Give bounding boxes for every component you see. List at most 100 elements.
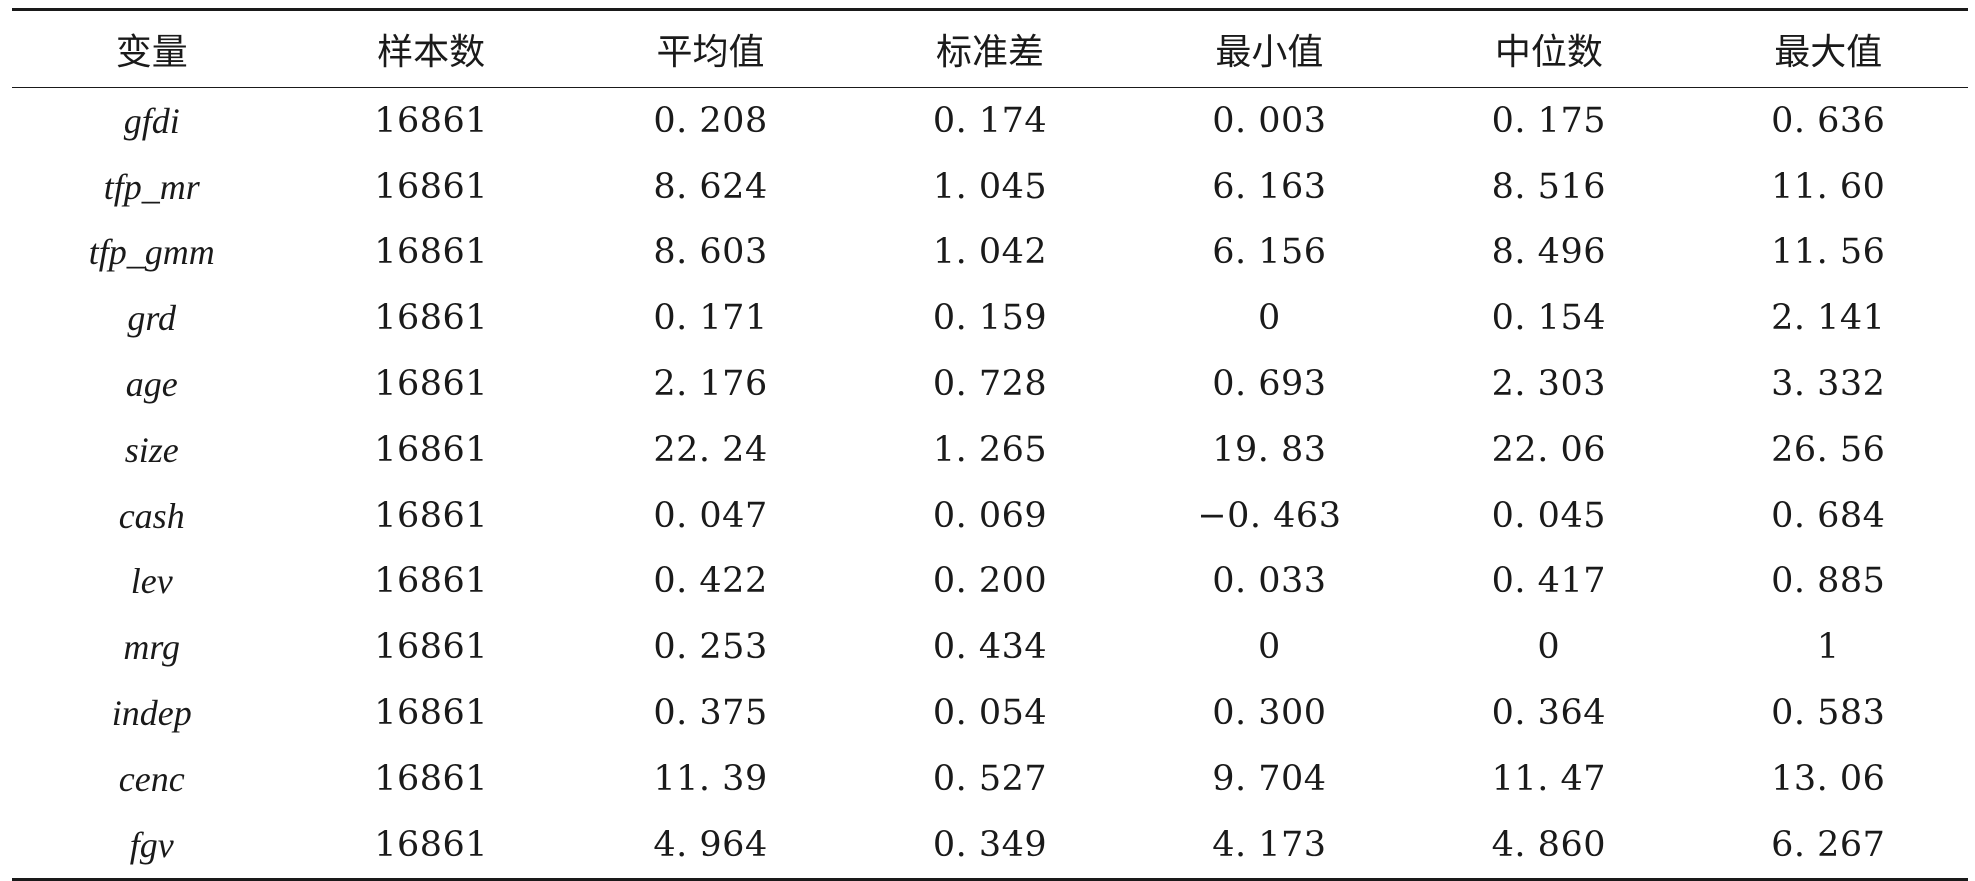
- header-max: 最大值: [1774, 32, 1883, 73]
- cell-variable: cenc: [118, 758, 185, 799]
- header-variable: 变量: [115, 32, 188, 73]
- cell-std-dev: 0. 069: [932, 495, 1048, 536]
- cell-median: 11. 47: [1491, 758, 1606, 799]
- cell-min: 6. 156: [1212, 232, 1327, 273]
- table-row: age 16861 2. 176 0. 728 0. 693 2. 303 3. 332: [12, 351, 1968, 417]
- table-row: tfp_gmm 16861 8. 603 1. 042 6. 156 8. 496 11. …: [12, 220, 1968, 286]
- cell-std-dev: 1. 265: [932, 429, 1048, 470]
- header-row: 变量 样本数 平均值 标准差 最小值 中位数 最大值: [12, 9, 1968, 88]
- cell-mean: 0. 208: [653, 100, 768, 141]
- table-row: cenc 16861 11. 39 0. 527 9. 704 11. 47 13. 06: [12, 746, 1968, 812]
- table-row: mrg 16861 0. 253 0. 434 0 0 1: [12, 614, 1968, 680]
- cell-max: 26. 56: [1771, 429, 1886, 470]
- cell-mean: 8. 624: [653, 166, 768, 207]
- cell-max: 3. 332: [1771, 364, 1886, 405]
- cell-std-dev: 1. 045: [932, 166, 1048, 207]
- cell-std-dev: 0. 174: [932, 100, 1048, 141]
- cell-sample-size: 16861: [374, 232, 489, 273]
- cell-mean: 0. 253: [653, 627, 768, 668]
- cell-min: 0. 693: [1212, 364, 1327, 405]
- cell-max: 6. 267: [1771, 824, 1886, 865]
- cell-median: 0. 417: [1491, 561, 1606, 602]
- cell-std-dev: 0. 349: [932, 824, 1048, 865]
- cell-min: −0. 463: [1197, 495, 1342, 536]
- header-mean: 平均值: [656, 32, 765, 73]
- cell-sample-size: 16861: [374, 166, 489, 207]
- cell-sample-size: 16861: [374, 429, 489, 470]
- cell-median: 8. 516: [1491, 166, 1606, 207]
- cell-max: 1: [1816, 627, 1840, 668]
- cell-std-dev: 0. 728: [932, 364, 1048, 405]
- cell-mean: 4. 964: [653, 824, 768, 865]
- cell-max: 0. 583: [1771, 693, 1886, 734]
- cell-std-dev: 0. 200: [932, 561, 1048, 602]
- cell-median: 0. 175: [1491, 100, 1606, 141]
- cell-max: 0. 636: [1771, 100, 1886, 141]
- cell-sample-size: 16861: [374, 298, 489, 339]
- table-row: gfdi 16861 0. 208 0. 174 0. 003 0. 175 0. 636: [12, 88, 1968, 154]
- cell-sample-size: 16861: [374, 100, 489, 141]
- cell-mean: 8. 603: [653, 232, 768, 273]
- cell-sample-size: 16861: [374, 627, 489, 668]
- cell-mean: 22. 24: [653, 429, 768, 470]
- table-row: tfp_mr 16861 8. 624 1. 045 6. 163 8. 516 11. 6…: [12, 154, 1968, 220]
- table-row: size 16861 22. 24 1. 265 19. 83 22. 06 26. 56: [12, 417, 1968, 483]
- cell-max: 2. 141: [1771, 298, 1886, 339]
- cell-sample-size: 16861: [374, 758, 489, 799]
- cell-median: 0. 364: [1491, 693, 1606, 734]
- cell-max: 0. 684: [1771, 495, 1886, 536]
- cell-max: 11. 60: [1771, 166, 1886, 207]
- cell-mean: 2. 176: [653, 364, 768, 405]
- cell-min: 0: [1258, 627, 1281, 668]
- header-std-dev: 标准差: [935, 32, 1044, 73]
- cell-median: 4. 860: [1491, 824, 1606, 865]
- cell-std-dev: 0. 527: [932, 758, 1048, 799]
- table-header: 变量 样本数 平均值 标准差 最小值 中位数 最大值: [12, 9, 1968, 88]
- cell-sample-size: 16861: [374, 495, 489, 536]
- cell-min: 0: [1258, 298, 1281, 339]
- cell-median: 0: [1537, 627, 1561, 668]
- cell-min: 0. 033: [1212, 561, 1327, 602]
- cell-variable: grd: [127, 298, 177, 339]
- table-row: grd 16861 0. 171 0. 159 0 0. 154 2. 141: [12, 285, 1968, 351]
- cell-max: 13. 06: [1771, 758, 1886, 799]
- cell-variable: tfp_gmm: [88, 232, 215, 273]
- cell-variable: tfp_mr: [103, 166, 200, 207]
- cell-median: 2. 303: [1491, 364, 1606, 405]
- table-row: fgv 16861 4. 964 0. 349 4. 173 4. 860 6. 267: [12, 812, 1968, 880]
- cell-variable: indep: [111, 693, 192, 734]
- cell-sample-size: 16861: [374, 824, 489, 865]
- cell-sample-size: 16861: [374, 693, 489, 734]
- cell-variable: lev: [130, 561, 173, 602]
- cell-max: 11. 56: [1771, 232, 1886, 273]
- cell-sample-size: 16861: [374, 364, 489, 405]
- cell-sample-size: 16861: [374, 561, 489, 602]
- cell-mean: 0. 422: [653, 561, 768, 602]
- cell-variable: gfdi: [123, 100, 180, 141]
- table-row: indep 16861 0. 375 0. 054 0. 300 0. 364 0. 583: [12, 680, 1968, 746]
- cell-min: 9. 704: [1212, 758, 1327, 799]
- cell-variable: fgv: [129, 824, 174, 865]
- cell-std-dev: 0. 434: [932, 627, 1048, 668]
- header-min: 最小值: [1215, 32, 1324, 73]
- stats-table: 变量 样本数 平均值 标准差 最小值 中位数 最大值 gfdi 16861 0. 2…: [12, 8, 1968, 881]
- cell-std-dev: 0. 159: [932, 298, 1048, 339]
- cell-min: 0. 300: [1212, 693, 1327, 734]
- cell-median: 0. 154: [1491, 298, 1606, 339]
- header-sample-size: 样本数: [377, 32, 486, 73]
- table-row: lev 16861 0. 422 0. 200 0. 033 0. 417 0. 885: [12, 549, 1968, 615]
- cell-variable: size: [124, 429, 179, 470]
- cell-median: 0. 045: [1491, 495, 1606, 536]
- descriptive-statistics-table: 变量 样本数 平均值 标准差 最小值 中位数 最大值 gfdi 16861 0. 2…: [12, 8, 1968, 881]
- cell-min: 6. 163: [1212, 166, 1327, 207]
- cell-median: 22. 06: [1491, 429, 1606, 470]
- table-body: gfdi 16861 0. 208 0. 174 0. 003 0. 175 0. 636 t…: [12, 88, 1968, 880]
- cell-median: 8. 496: [1491, 232, 1606, 273]
- cell-variable: cash: [118, 495, 185, 536]
- cell-variable: age: [125, 364, 178, 405]
- cell-min: 19. 83: [1212, 429, 1327, 470]
- cell-mean: 0. 171: [653, 298, 768, 339]
- table-row: cash 16861 0. 047 0. 069 −0. 463 0. 045 0. 684: [12, 483, 1968, 549]
- cell-mean: 0. 047: [653, 495, 768, 536]
- cell-min: 0. 003: [1212, 100, 1327, 141]
